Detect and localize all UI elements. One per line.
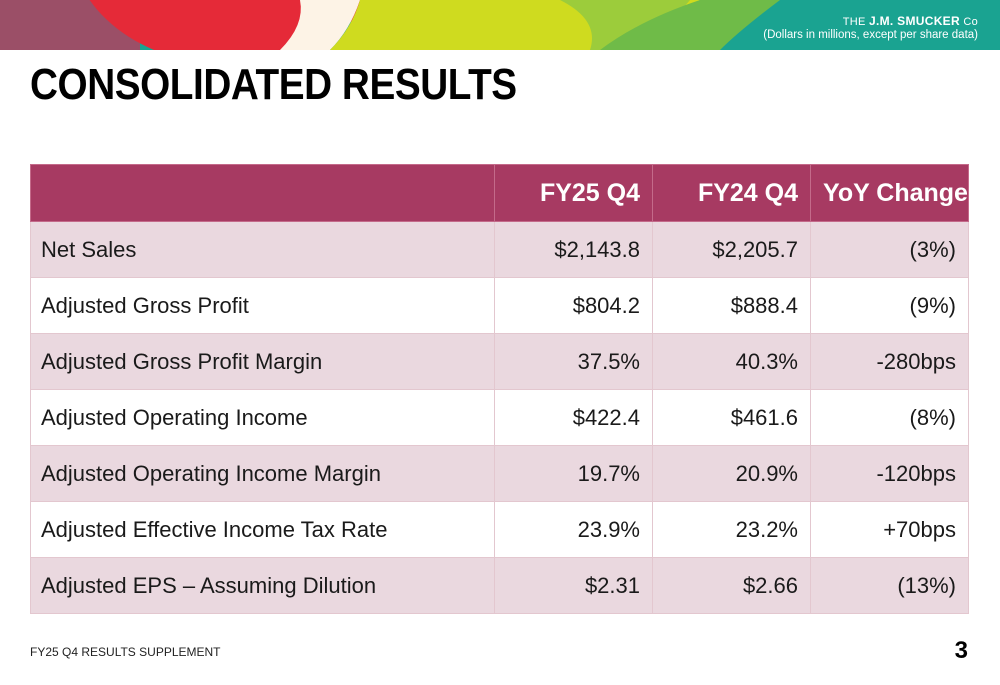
header-banner: THE J.M. SMUCKER Co (Dollars in millions… [0,0,1000,50]
row-label: Adjusted EPS – Assuming Dilution [30,557,495,614]
row-label: Adjusted Operating Income [30,389,495,446]
table-row: Adjusted Gross Profit $804.2 $888.4 (9%) [30,277,969,334]
cell-fy24-q4: 23.2% [652,501,811,558]
row-label: Adjusted Effective Income Tax Rate [30,501,495,558]
cell-fy24-q4: $888.4 [652,277,811,334]
column-header-metric [30,164,495,222]
page-title: CONSOLIDATED RESULTS [30,60,517,109]
table-row: Adjusted Operating Income Margin 19.7% 2… [30,445,969,502]
table-row: Adjusted Gross Profit Margin 37.5% 40.3%… [30,333,969,390]
brand-block: THE J.M. SMUCKER Co (Dollars in millions… [763,14,978,41]
row-label: Adjusted Operating Income Margin [30,445,495,502]
company-logo: THE J.M. SMUCKER Co [763,14,978,28]
cell-fy25-q4: $2.31 [494,557,653,614]
cell-yoy-change: (3%) [810,221,969,278]
cell-fy24-q4: 20.9% [652,445,811,502]
table-row: Adjusted Effective Income Tax Rate 23.9%… [30,501,969,558]
cell-yoy-change: -280bps [810,333,969,390]
column-header-fy24-q4: FY24 Q4 [652,164,811,222]
brand-name: J.M. SMUCKER [869,14,960,28]
decorative-color-shapes [0,0,1000,50]
cell-fy25-q4: $2,143.8 [494,221,653,278]
cell-fy24-q4: 40.3% [652,333,811,390]
units-note: (Dollars in millions, except per share d… [763,29,978,41]
row-label: Net Sales [30,221,495,278]
column-header-fy25-q4: FY25 Q4 [494,164,653,222]
cell-fy25-q4: 19.7% [494,445,653,502]
table-row: Adjusted Operating Income $422.4 $461.6 … [30,389,969,446]
brand-suffix: Co [963,16,978,28]
column-header-yoy-change: YoY Change [810,164,969,222]
row-label: Adjusted Gross Profit Margin [30,333,495,390]
cell-fy24-q4: $461.6 [652,389,811,446]
page-number: 3 [954,637,968,664]
cell-fy25-q4: 37.5% [494,333,653,390]
row-label: Adjusted Gross Profit [30,277,495,334]
cell-yoy-change: (8%) [810,389,969,446]
cell-yoy-change: +70bps [810,501,969,558]
table-header-row: FY25 Q4 FY24 Q4 YoY Change [30,164,969,222]
cell-yoy-change: -120bps [810,445,969,502]
table-row: Adjusted EPS – Assuming Dilution $2.31 $… [30,557,969,614]
cell-fy24-q4: $2,205.7 [652,221,811,278]
consolidated-results-table: FY25 Q4 FY24 Q4 YoY Change Net Sales $2,… [30,164,969,614]
table-row: Net Sales $2,143.8 $2,205.7 (3%) [30,221,969,278]
cell-yoy-change: (13%) [810,557,969,614]
cell-fy25-q4: $804.2 [494,277,653,334]
cell-fy25-q4: $422.4 [494,389,653,446]
footer-label: FY25 Q4 RESULTS SUPPLEMENT [30,645,221,659]
cell-fy24-q4: $2.66 [652,557,811,614]
cell-fy25-q4: 23.9% [494,501,653,558]
cell-yoy-change: (9%) [810,277,969,334]
brand-prefix: THE [842,16,866,28]
